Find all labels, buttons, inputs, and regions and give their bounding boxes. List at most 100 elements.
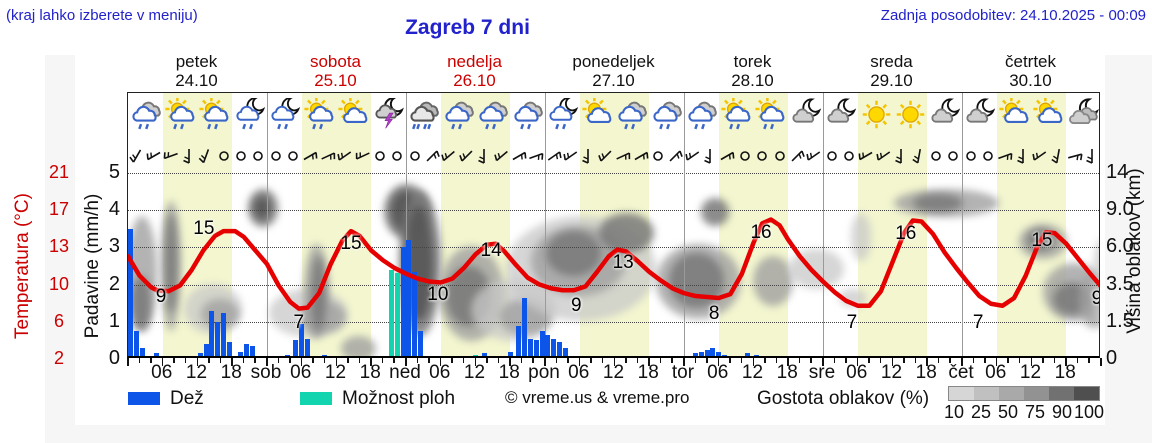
temp-tick-label: 2	[53, 348, 64, 368]
x-tick	[636, 358, 639, 363]
rain-bar	[556, 342, 562, 356]
grid-line	[128, 284, 1099, 286]
rain-bar	[507, 351, 513, 356]
x-tick	[486, 358, 488, 363]
x-tick	[856, 358, 859, 366]
cloud-blob	[165, 213, 177, 313]
sun-cloud-icon	[338, 98, 373, 131]
x-tick	[590, 358, 592, 363]
rain-bar	[528, 338, 534, 356]
calm-wind-icon	[371, 147, 389, 165]
precip-tick-label: 1	[108, 309, 120, 332]
rain-bar	[197, 353, 203, 356]
day-name: sreda	[870, 52, 913, 71]
rain-bar	[412, 271, 418, 356]
rain-bar	[134, 331, 140, 356]
x-tick	[683, 358, 685, 366]
rain-bar	[753, 355, 759, 356]
wind-barb-icon	[197, 147, 215, 165]
wind-barb-icon	[301, 147, 319, 165]
calm-wind-icon	[823, 147, 841, 165]
x-tick	[810, 358, 812, 363]
cloud-blob	[753, 256, 793, 306]
temp-value-label: 13	[612, 252, 634, 274]
location-menu-hint: (kraj lahko izberete v meniju)	[6, 7, 198, 24]
x-tick	[451, 358, 453, 363]
x-hour-label: 18	[220, 362, 242, 383]
shower-bar	[473, 354, 478, 356]
bottom-margin-strip	[45, 425, 1152, 443]
day-name: torek	[733, 52, 772, 71]
calm-wind-icon	[649, 147, 667, 165]
day-divider	[823, 93, 824, 356]
temp-value-label: 15	[340, 232, 362, 254]
cloud-blob	[701, 198, 729, 226]
wind-barb-icon	[788, 147, 806, 165]
day-date: 28.10	[731, 71, 774, 90]
x-hour-label: 12	[602, 362, 625, 383]
x-tick	[764, 358, 766, 363]
density-tick-label: 50	[997, 402, 1019, 422]
x-tick	[358, 358, 361, 363]
x-tick	[833, 358, 836, 363]
cloud-blob	[254, 197, 270, 219]
x-tick	[150, 358, 152, 363]
x-day-abbrev: sob	[250, 362, 282, 383]
temp-value-label: 16	[895, 223, 917, 245]
wind-barb-icon	[180, 147, 198, 165]
wind-barb-icon	[857, 147, 875, 165]
precip-tick-label: 4	[108, 198, 120, 221]
x-tick	[335, 358, 337, 366]
temp-value-label: 14	[480, 240, 502, 262]
x-tick	[242, 358, 245, 363]
x-hour-label: 12	[324, 362, 347, 383]
x-hour-label: 12	[1019, 362, 1042, 383]
temp-tick-label: 6	[53, 310, 64, 331]
x-tick	[822, 358, 824, 366]
rain-bar	[745, 353, 751, 356]
x-tick	[659, 358, 662, 363]
wind-barb-icon	[614, 147, 632, 165]
rain-bar	[238, 351, 244, 356]
x-tick	[706, 358, 708, 363]
rain-bar	[154, 353, 160, 356]
x-tick	[903, 358, 905, 363]
rain-bar	[244, 344, 250, 356]
x-tick	[370, 358, 372, 366]
x-tick	[347, 358, 349, 363]
x-tick	[601, 358, 604, 363]
rain-bar	[305, 338, 311, 356]
x-tick	[671, 358, 673, 363]
x-hour-label: 12	[741, 362, 764, 383]
x-tick	[879, 358, 882, 363]
grid-line	[128, 173, 1099, 174]
last-update-label: Zadnja posodobitev: 24.10.2025 - 00:09	[880, 7, 1146, 24]
wind-barb-icon	[336, 147, 354, 165]
cloud-density-gradient	[948, 386, 1100, 401]
moon-storm-icon	[372, 98, 407, 131]
calm-wind-icon	[284, 147, 302, 165]
rain-legend-label: Dež	[170, 388, 204, 409]
wind-barb-icon	[145, 147, 163, 165]
x-hour-label: 06	[151, 362, 173, 383]
credit-link[interactable]: © vreme.us & vreme.pro	[505, 388, 690, 407]
day-band	[996, 93, 1067, 356]
x-tick	[625, 358, 627, 363]
rain-bar	[221, 312, 227, 356]
x-tick	[740, 358, 743, 363]
cloud-drizzle-icon	[616, 98, 651, 131]
wind-barb-icon	[910, 147, 928, 165]
calm-wind-icon	[388, 147, 406, 165]
x-tick	[497, 358, 500, 363]
x-hour-label: 18	[637, 362, 659, 383]
shower-bar	[394, 273, 400, 356]
rain-bar	[693, 353, 699, 356]
x-hour-label: 18	[776, 362, 798, 383]
x-tick	[1018, 358, 1021, 363]
temp-value-label: 9	[155, 286, 167, 307]
day-date: 25.10	[314, 71, 357, 90]
cloud-drizzle-icon	[129, 98, 164, 131]
day-date: 30.10	[1009, 71, 1052, 90]
wind-barb-icon	[579, 147, 597, 165]
